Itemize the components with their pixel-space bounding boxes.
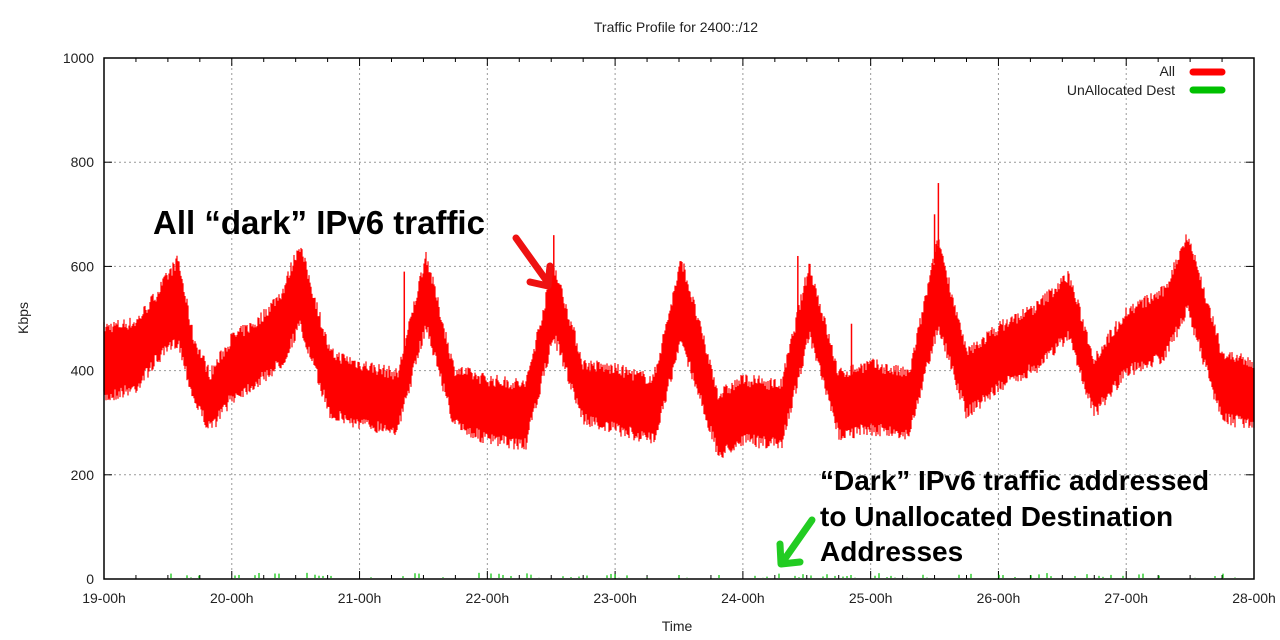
annotation-unallocated-line1: “Dark” IPv6 traffic addressed — [820, 465, 1209, 496]
legend: All UnAllocated Dest — [1067, 63, 1226, 98]
x-tick-label: 22-00h — [466, 590, 510, 606]
y-tick-label: 200 — [71, 467, 95, 483]
y-tick-label: 1000 — [63, 50, 94, 66]
annotation-unallocated-line3: Addresses — [820, 536, 963, 567]
chart-title: Traffic Profile for 2400::/12 — [594, 19, 758, 35]
x-tick-label: 25-00h — [849, 590, 893, 606]
x-tick-label: 23-00h — [593, 590, 637, 606]
x-tick-label: 20-00h — [210, 590, 254, 606]
y-tick-label: 800 — [71, 154, 95, 170]
arrow-green — [776, 516, 816, 568]
x-tick-label: 27-00h — [1104, 590, 1148, 606]
y-tick-label: 0 — [86, 571, 94, 587]
arrow-red — [512, 234, 554, 290]
x-tick-label: 21-00h — [338, 590, 382, 606]
x-axis-label: Time — [662, 618, 693, 634]
plot-frame — [103, 57, 1255, 580]
y-tick-label: 400 — [71, 363, 95, 379]
y-axis-label: Kbps — [15, 302, 31, 334]
legend-label-all: All — [1159, 63, 1175, 79]
x-tick-label: 28-00h — [1232, 590, 1276, 606]
y-tick-label: 600 — [71, 258, 95, 274]
legend-label-unallocated: UnAllocated Dest — [1067, 82, 1175, 98]
x-tick-label: 26-00h — [977, 590, 1021, 606]
x-tick-label: 24-00h — [721, 590, 765, 606]
annotation-all-dark: All “dark” IPv6 traffic — [153, 204, 485, 241]
x-tick-label: 19-00h — [82, 590, 126, 606]
annotation-unallocated-line2: to Unallocated Destination — [820, 501, 1173, 532]
